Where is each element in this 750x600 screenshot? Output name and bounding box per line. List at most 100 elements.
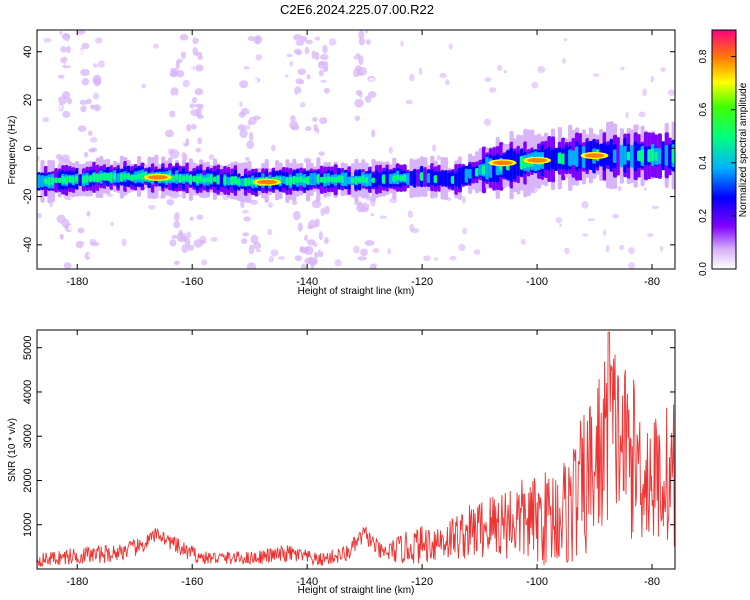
heatmap-cell — [320, 79, 327, 83]
heatmap-cell — [200, 259, 208, 266]
heatmap-cell — [387, 248, 391, 255]
heatmap-cell — [271, 107, 280, 111]
heatmap-cell — [464, 168, 469, 183]
heatmap-cell — [249, 131, 254, 142]
heatmap-cell — [190, 123, 197, 130]
heatmap-cell — [373, 263, 377, 269]
snr-x-label: Height of straight line (km) — [298, 585, 415, 596]
heatmap-cell — [47, 177, 52, 186]
heatmap-cell — [664, 145, 669, 166]
heatmap-cell — [512, 151, 518, 180]
heatmap-cell — [478, 164, 483, 176]
heatmap-cell — [175, 69, 185, 78]
heatmap-cell — [92, 92, 100, 100]
heatmap-cell — [451, 110, 459, 117]
heatmap-cell — [299, 79, 305, 85]
heatmap-cell — [355, 81, 363, 92]
heatmap-cell — [105, 172, 111, 181]
heatmap-cell — [233, 176, 238, 185]
heatmap-cell — [62, 91, 71, 100]
heatmap-cell — [559, 223, 563, 228]
heatmap-cell — [439, 72, 447, 79]
heatmap-cell — [191, 97, 198, 104]
heatmap-cell — [64, 176, 69, 185]
heatmap-cell — [88, 49, 94, 56]
heatmap-cell — [295, 176, 300, 183]
colorbar-tick-label: 0.2 — [698, 209, 709, 223]
heatmap-cell — [311, 50, 316, 60]
heatmap-cell — [291, 200, 298, 206]
heatmap-cell — [379, 215, 387, 219]
heatmap-cell — [155, 34, 160, 42]
heatmap-cell — [171, 175, 176, 182]
heatmap-cell — [194, 263, 203, 269]
heatmap-cell — [362, 137, 372, 145]
heatmap-cell — [312, 130, 318, 137]
heatmap-cell — [423, 167, 428, 187]
heatmap-cell — [357, 203, 363, 209]
y-tick-label: -40 — [22, 237, 34, 253]
heatmap-cell — [426, 172, 431, 184]
heatmap-cell — [182, 138, 187, 144]
heatmap-cell — [503, 69, 507, 74]
heatmap-peak — [584, 153, 605, 158]
heatmap-cell — [327, 142, 333, 149]
heatmap-cell — [70, 210, 78, 221]
heatmap-cell — [185, 175, 190, 181]
heatmap-cell — [324, 33, 332, 38]
colorbar-ticks: 0.0 0.2 0.4 0.6 0.8 — [698, 49, 736, 276]
x-tick-label: -160 — [181, 576, 203, 588]
heatmap-cell — [358, 91, 363, 99]
heatmap-cell — [568, 149, 573, 167]
heatmap-cell — [66, 97, 73, 105]
heatmap-cell — [248, 244, 255, 255]
heatmap-cell — [89, 239, 97, 245]
heatmap-cell — [537, 65, 546, 74]
x-tick-label: -80 — [644, 276, 660, 288]
heatmap-cell — [323, 176, 328, 184]
heatmap-cell — [650, 75, 655, 83]
x-tick-label: -140 — [296, 576, 318, 588]
heatmap-cell — [137, 173, 142, 180]
heatmap-cell — [483, 118, 492, 126]
heatmap-cell — [66, 45, 71, 54]
heatmap-cell — [310, 208, 315, 214]
heatmap-cell — [312, 117, 318, 122]
y-tick-label: 0 — [22, 145, 34, 151]
heatmap-cell — [199, 175, 204, 182]
heatmap-cell — [368, 173, 373, 187]
heatmap-cell — [290, 243, 300, 251]
heatmap-cell — [659, 245, 664, 252]
heatmap-cell — [609, 139, 614, 172]
heatmap-cell — [343, 172, 349, 187]
heatmap-cell — [484, 77, 492, 83]
heatmap-cell — [358, 37, 366, 46]
heatmap-cell — [440, 170, 445, 186]
heatmap-cell — [153, 43, 159, 49]
colorbar-fill — [711, 29, 737, 270]
heatmap-cell — [255, 54, 263, 61]
heatmap-cell — [223, 176, 228, 185]
heatmap-cell — [182, 79, 190, 88]
heatmap-cell — [587, 218, 595, 222]
heatmap-cell — [245, 156, 250, 162]
heatmap-cell — [299, 176, 304, 183]
heatmap-cell — [406, 172, 411, 186]
heatmap-cell — [242, 125, 251, 130]
heatmap-cell — [419, 172, 424, 181]
heatmap-cell — [400, 40, 404, 47]
heatmap-cell — [210, 237, 218, 242]
colorbar-tick-label: 0.0 — [698, 262, 709, 276]
heatmap-cell — [671, 148, 675, 163]
heatmap-cell — [164, 129, 174, 138]
heatmap-cell — [209, 174, 214, 183]
heatmap-cell — [520, 238, 526, 245]
heatmap-cell — [305, 126, 312, 132]
heatmap-cell — [219, 174, 224, 187]
heatmap-cell — [148, 204, 156, 210]
heatmap-cell — [187, 244, 195, 251]
heatmap-cell — [315, 97, 321, 106]
heatmap-cell — [242, 232, 250, 237]
heatmap-cell — [252, 115, 261, 120]
